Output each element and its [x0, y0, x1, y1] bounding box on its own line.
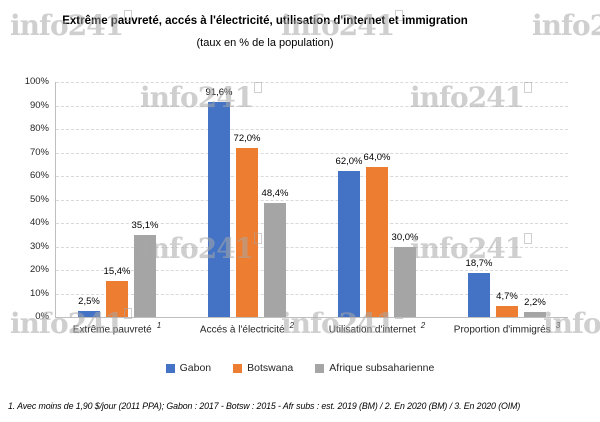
category-superscript: 2 [420, 321, 426, 330]
category-label: Accés à l'électricité 2 [172, 321, 322, 335]
legend-swatch-icon [165, 363, 175, 373]
gridline [56, 246, 568, 248]
category-superscript: 1 [156, 321, 162, 330]
gridline [56, 82, 568, 83]
data-label: 62,0% [335, 156, 363, 168]
gridline [56, 223, 568, 224]
category-label: Extrême pauvreté 1 [42, 321, 192, 335]
y-tick-label: 40% [29, 217, 49, 228]
legend-swatch-icon [233, 363, 243, 373]
bar-botswana-0 [106, 280, 128, 317]
bar-afrique-subsaharienne-0 [134, 234, 156, 317]
y-tick-label: 100% [24, 76, 49, 87]
legend-swatch-icon [315, 363, 325, 373]
legend-label: Botswana [247, 362, 294, 374]
legend-label: Gabon [179, 362, 212, 374]
bar-botswana-1 [236, 147, 258, 317]
footnote: 1. Avec moins de 1,90 $/jour (2011 PPA);… [8, 401, 521, 411]
bar-botswana-3 [496, 306, 518, 317]
gridline [56, 105, 568, 107]
bar-gabon-1 [208, 101, 230, 317]
gridline [56, 293, 568, 295]
legend-label: Afrique subsaharienne [329, 362, 435, 374]
y-tick-label: 90% [29, 99, 49, 111]
y-tick-label: 80% [29, 123, 49, 134]
y-tick-label: 0% [35, 311, 49, 322]
chart-subtitle: (taux en % de la population) [196, 37, 334, 49]
bar-afrique-subsaharienne-1 [264, 203, 286, 317]
y-tick-label: 50% [29, 193, 49, 205]
category-label: Utilisation d'internet 2 [302, 321, 452, 335]
gridline [56, 129, 568, 130]
bar-afrique-subsaharienne-2 [394, 246, 416, 317]
category-label-text: Accés à l'électricité [199, 324, 285, 336]
bar-gabon-2 [338, 171, 360, 317]
bar-gabon-0 [78, 311, 100, 317]
data-label: 30,0% [391, 231, 419, 243]
category-superscript: 2 [289, 321, 295, 330]
legend: Gabon Botswana Afrique subsaharienne [0, 362, 600, 374]
bar-botswana-2 [366, 166, 388, 317]
category-label: Proportion d'immigrés 3 [432, 321, 582, 335]
category-label-text: Utilisation d'internet [328, 324, 416, 336]
data-label: 4,7% [496, 290, 518, 302]
y-tick-label: 30% [29, 240, 49, 252]
chart-title: Extrême pauvreté, accés à l'électricité,… [62, 15, 468, 27]
y-tick-label: 20% [29, 264, 49, 275]
data-label: 2,5% [78, 296, 100, 308]
data-label: 18,7% [465, 258, 493, 270]
y-tick-label: 70% [29, 146, 49, 158]
data-label: 72,0% [233, 132, 261, 144]
plot-area: 2,5% 15,4% 35,1% Extrême pauvreté 1 91,6% 72,0… [55, 82, 568, 335]
data-label: 35,1% [131, 219, 159, 231]
data-label: 64,0% [363, 151, 391, 163]
bar-afrique-subsaharienne-3 [524, 311, 546, 317]
bar-gabon-3 [468, 273, 490, 317]
gridline [56, 152, 568, 154]
data-label: 15,4% [103, 265, 131, 277]
legend-item-gabon: Gabon [165, 362, 212, 374]
gridline [56, 270, 568, 271]
data-label: 48,4% [261, 188, 289, 200]
data-label: 2,2% [524, 296, 546, 308]
gridline [56, 199, 568, 201]
category-label-text: Proportion d'immigrés [453, 324, 551, 336]
gridline [56, 176, 568, 177]
y-tick-label: 10% [29, 287, 49, 299]
legend-item-afrique-subsaharienne: Afrique subsaharienne [315, 362, 434, 374]
category-label-text: Extrême pauvreté [72, 324, 152, 336]
category-superscript: 3 [555, 321, 561, 330]
legend-item-botswana: Botswana [233, 362, 293, 374]
watermark: info241 [532, 9, 600, 42]
data-label: 91,6% [205, 86, 233, 98]
y-tick-label: 60% [29, 170, 49, 181]
